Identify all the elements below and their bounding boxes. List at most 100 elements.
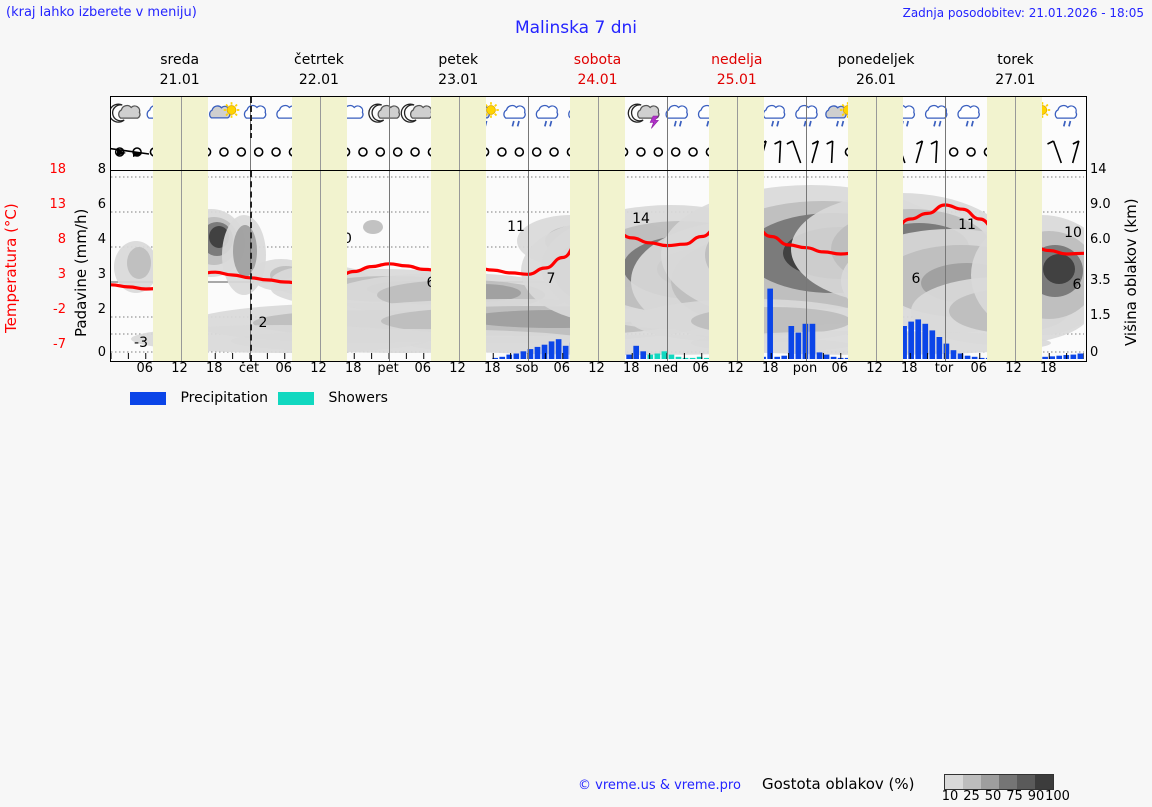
wind-barb-calm [253,147,264,157]
wind-barb-calm [966,147,976,157]
wind-barb-calm [948,147,959,157]
wind-barb [930,140,938,164]
hour-label: 06 [692,361,710,376]
showers-color-swatch [278,391,314,405]
wind-barb-calm [219,147,229,157]
temperature-point-label: 6 [1073,277,1082,293]
wind-barb-row [110,138,1087,170]
cloud-density-blob [363,220,383,234]
precipitation-bar [964,355,971,359]
hour-label: 06 [553,361,571,376]
legend-precipitation-label: Precipitation [180,390,268,406]
wind-barb-calm [358,147,368,157]
day-header-band: sreda 21.01 četrtek 22.01 petek 23.01 sobota 24… [110,50,1085,94]
current-time-marker [250,97,252,139]
precipitation-bar [809,323,816,359]
hour-label: 06 [831,361,849,376]
copyright-credit[interactable]: © vreme.us & vreme.pro [578,778,741,793]
cloud-rain-icon [1054,104,1078,127]
cloud-height-tick: 14 [1090,162,1107,177]
current-time-marker [250,171,252,361]
cloud-rain-icon [924,104,948,127]
precipitation-bar [640,351,647,359]
day-separator [389,138,390,170]
wind-barb [826,140,834,164]
precipitation-bar [788,326,795,359]
temperature-tick: -2 [53,302,66,317]
hour-label: 12 [171,361,188,376]
day-separator [389,171,390,361]
shower-bar [661,351,668,359]
cloud-density-swatch-25 [963,775,981,789]
noon-gridline [180,138,182,170]
precipitation-bar [816,352,823,359]
precipitation-tick-labels: 8 6 4 3 2 0 [80,162,106,360]
precipitation-bar [950,350,957,359]
precipitation-bar [971,356,978,359]
day-separator [528,97,529,139]
last-updated-label: Zadnja posodobitev: 21.01.2026 - 18:05 [902,6,1144,20]
noon-gridline [875,97,877,139]
day-separator [806,138,807,170]
cloud-density-swatch-100 [1035,775,1053,789]
location-menu-note[interactable]: (kraj lahko izberete v meniju) [6,5,197,20]
daylight-band [986,138,1043,170]
page-title: Malinska 7 dni [514,18,638,38]
precipitation-bar [633,345,640,359]
daylight-band [430,138,487,170]
wind-barb-calm [392,147,403,157]
daylight-band [847,171,904,361]
cloud-density-swatch-90 [1017,775,1035,789]
hour-label: pet [377,361,399,376]
hour-label: 12 [310,361,327,376]
hour-label: 12 [588,361,605,376]
noon-gridline [736,138,738,170]
cloud-density-color-scale [944,774,1054,790]
day-date: 26.01 [856,72,897,89]
precipitation-bar [555,339,562,359]
cloud-rain-icon [503,104,526,127]
cloud-density-level-label: 50 [984,789,1002,804]
temperature-point-label: 11 [507,219,525,235]
daylight-band [569,97,626,139]
daylight-band [569,171,626,361]
day-date: 21.01 [159,72,200,89]
precipitation-bar [802,323,809,359]
noon-gridline [597,97,599,139]
day-date: 23.01 [438,72,479,89]
wind-barb-calm [236,147,247,157]
daylight-band [708,171,765,361]
shower-bar [703,357,710,359]
wind-barb-calm [410,147,420,157]
noon-gridline [1014,138,1016,170]
cloud-rain-icon [957,104,980,127]
hour-label: pon [792,361,818,376]
day-date: 25.01 [716,72,757,89]
day-separator [389,97,390,139]
day-separator [806,97,807,139]
cloud-density-swatch-50 [981,775,999,789]
legend-precipitation: Precipitation [130,390,268,406]
hour-label: tor [934,361,954,376]
precipitation-bar [562,345,569,359]
precipitation-bar [929,330,936,359]
wind-barb-calm [636,147,646,157]
day-separator [806,171,807,361]
precipitation-bar [774,356,781,359]
hour-label: 18 [1039,361,1057,376]
meteogram-plot[interactable]: -342106117147126114106 [110,170,1087,362]
shower-bar [668,354,675,359]
noon-gridline [319,171,321,361]
daylight-band [152,171,209,361]
noon-gridline [597,171,599,361]
precipitation-bar [1049,356,1055,359]
daylight-band [708,138,765,170]
precipitation-tick: 2 [97,302,106,317]
precipitation-bar [767,288,773,359]
cloud-height-tick: 1.5 [1090,308,1111,323]
temperature-tick: 13 [49,197,66,212]
cloud-density-blob [1043,254,1075,284]
cloud-rain-icon [762,104,786,127]
cloud-density-level-label: 10 [941,789,959,804]
hour-tick-labels: 06 12 18 čet 06 12 18 pet 06 12 18 sob 06 12 18 ned 06 12… [110,361,1085,381]
